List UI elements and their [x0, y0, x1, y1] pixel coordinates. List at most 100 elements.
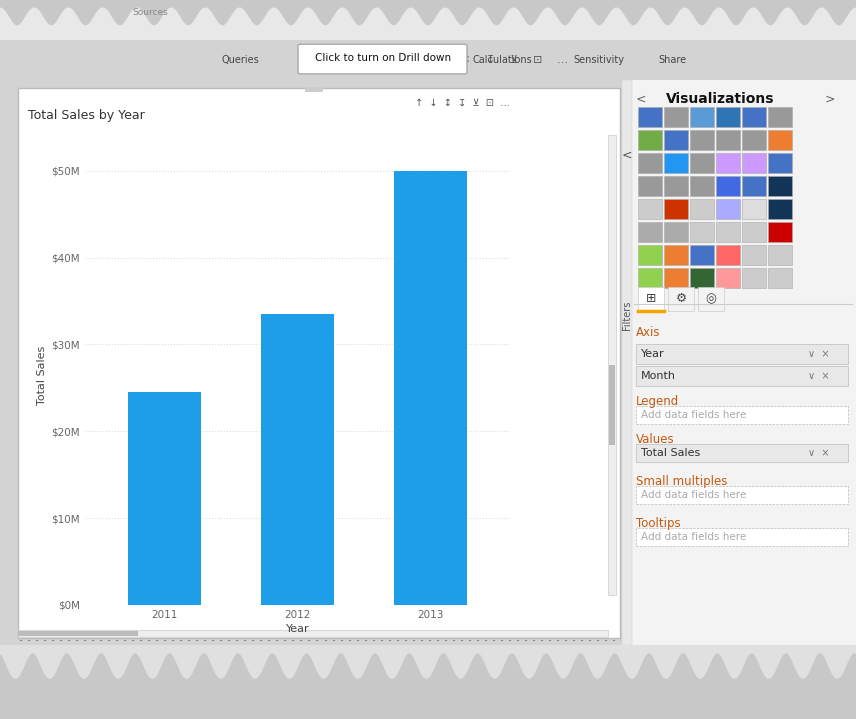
Bar: [768, 268, 792, 288]
Bar: [742, 130, 766, 150]
Text: ∨  ×: ∨ ×: [809, 349, 830, 359]
Bar: [664, 268, 688, 288]
Bar: [716, 153, 740, 173]
Bar: [636, 366, 848, 386]
Bar: [742, 107, 766, 127]
Bar: [636, 406, 848, 424]
Text: <: <: [621, 148, 633, 161]
Text: ◎: ◎: [705, 293, 716, 306]
Text: Axis: Axis: [636, 326, 661, 339]
Bar: [305, 87, 323, 92]
Text: ⊡: ⊡: [533, 55, 543, 65]
Text: ⊻: ⊻: [510, 55, 518, 65]
Bar: [690, 176, 714, 196]
Bar: [768, 130, 792, 150]
Text: ↑  ↓  ↕  ↧  ⊻  ⊡  …: ↑ ↓ ↕ ↧ ⊻ ⊡ …: [415, 98, 510, 108]
Bar: [768, 222, 792, 242]
Bar: [664, 130, 688, 150]
Bar: [664, 176, 688, 196]
Text: ↧: ↧: [485, 55, 495, 65]
Bar: [690, 107, 714, 127]
Bar: [690, 245, 714, 265]
Bar: [716, 222, 740, 242]
FancyBboxPatch shape: [18, 88, 620, 638]
Bar: [742, 222, 766, 242]
Text: Total Sales: Total Sales: [641, 448, 700, 458]
Bar: [742, 153, 766, 173]
Bar: [638, 130, 662, 150]
Text: Filters: Filters: [622, 300, 632, 329]
Bar: [128, 393, 201, 605]
Text: <: <: [636, 92, 646, 105]
Bar: [768, 107, 792, 127]
Text: Sources: Sources: [132, 8, 168, 17]
Bar: [742, 176, 766, 196]
Bar: [638, 107, 662, 127]
Bar: [742, 199, 766, 219]
Bar: [18, 631, 138, 636]
Text: Add data fields here: Add data fields here: [641, 490, 746, 500]
Bar: [664, 199, 688, 219]
X-axis label: Year: Year: [286, 624, 309, 634]
Bar: [664, 222, 688, 242]
FancyBboxPatch shape: [298, 45, 467, 74]
Bar: [18, 630, 608, 637]
Bar: [630, 80, 856, 645]
Text: Sensitivity: Sensitivity: [574, 55, 625, 65]
Text: ↓: ↓: [437, 55, 447, 65]
Bar: [768, 176, 792, 196]
Bar: [716, 176, 740, 196]
Bar: [768, 153, 792, 173]
Bar: [698, 287, 724, 311]
Bar: [742, 268, 766, 288]
Text: Add data fields here: Add data fields here: [641, 410, 746, 420]
Bar: [622, 80, 632, 645]
Bar: [261, 314, 334, 605]
Text: Visualizations: Visualizations: [666, 92, 774, 106]
Bar: [742, 245, 766, 265]
Bar: [716, 107, 740, 127]
Bar: [716, 268, 740, 288]
Bar: [690, 153, 714, 173]
Text: Legend: Legend: [636, 395, 680, 408]
Text: Total Sales by Year: Total Sales by Year: [28, 109, 145, 122]
Bar: [664, 153, 688, 173]
Bar: [716, 130, 740, 150]
Bar: [636, 344, 848, 364]
Bar: [664, 245, 688, 265]
Text: Month: Month: [641, 371, 676, 381]
Bar: [690, 199, 714, 219]
Text: ∨  ×: ∨ ×: [809, 448, 830, 458]
Bar: [690, 268, 714, 288]
Bar: [638, 268, 662, 288]
Bar: [636, 528, 848, 546]
Text: ⚙: ⚙: [675, 293, 687, 306]
Text: Small multiples: Small multiples: [636, 475, 728, 488]
Bar: [768, 245, 792, 265]
Bar: [394, 171, 467, 605]
Y-axis label: Total Sales: Total Sales: [38, 345, 47, 405]
Bar: [638, 199, 662, 219]
Bar: [664, 107, 688, 127]
Bar: [690, 222, 714, 242]
Bar: [638, 222, 662, 242]
Text: ∨  ×: ∨ ×: [809, 371, 830, 381]
Text: ↕: ↕: [461, 55, 471, 65]
Text: …: …: [556, 55, 568, 65]
Bar: [609, 365, 615, 445]
Bar: [716, 199, 740, 219]
Text: Add data fields here: Add data fields here: [641, 532, 746, 542]
Text: ↑: ↑: [413, 55, 423, 65]
Text: Year: Year: [641, 349, 664, 359]
Bar: [768, 199, 792, 219]
Bar: [636, 486, 848, 504]
Bar: [716, 245, 740, 265]
Text: Queries: Queries: [221, 55, 259, 65]
Bar: [636, 444, 848, 462]
Bar: [638, 153, 662, 173]
Bar: [638, 287, 664, 311]
Text: >: >: [825, 92, 835, 105]
Bar: [638, 176, 662, 196]
Text: Tooltips: Tooltips: [636, 518, 681, 531]
Bar: [690, 130, 714, 150]
